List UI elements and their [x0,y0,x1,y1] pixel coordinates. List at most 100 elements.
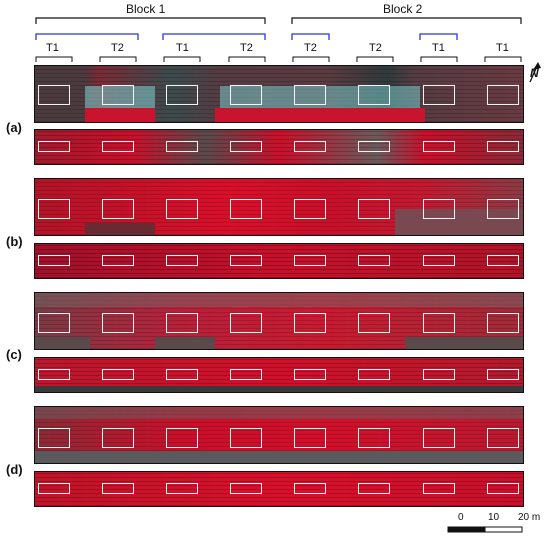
blue-bracket [35,33,139,40]
plot-box [166,199,198,219]
image-strip-b-lower [34,243,524,279]
treatment-bracket [163,56,201,62]
treatment-label: T1 [432,42,445,54]
plot-box [294,85,326,105]
plot-box [166,141,198,152]
plot-box [358,369,390,380]
plot-box [102,313,134,333]
blue-bracket [162,33,266,40]
north-label: N [530,66,539,80]
plot-box [230,313,262,333]
plot-box [38,141,70,152]
plot-box [38,428,70,448]
plot-box [487,313,519,333]
plot-box [166,483,198,494]
plot-box [38,199,70,219]
plot-box [230,428,262,448]
plot-box [230,85,262,105]
plot-box [102,141,134,152]
image-strip-d-upper [34,406,524,464]
plot-box [38,255,70,266]
plot-box [294,313,326,333]
treatment-bracket [356,56,394,62]
treatment-label: T1 [46,42,59,54]
plot-box [487,141,519,152]
treatment-label: T2 [304,42,317,54]
plot-box [102,483,134,494]
plot-box [423,199,455,219]
plot-box [230,483,262,494]
scale-tick-20: 20 m [518,512,541,523]
image-strip-a-lower [34,129,524,165]
image-strip-c-upper [34,292,524,350]
blue-bracket [419,33,458,40]
panel-label-c: (c) [6,347,22,362]
block-2-bracket [291,17,522,24]
block-1-label: Block 1 [126,2,166,16]
panel-label-d: (d) [6,462,23,477]
image-strip-c-lower [34,357,524,393]
plot-box [358,313,390,333]
plot-box [166,369,198,380]
image-strip-d-lower [34,471,524,507]
plot-box [487,483,519,494]
plot-box [358,483,390,494]
plot-box [487,85,519,105]
treatment-label: T1 [176,42,189,54]
treatment-label: T2 [240,42,253,54]
treatment-bracket [35,56,73,62]
plot-box [230,369,262,380]
plot-box [487,428,519,448]
scale-tick-0: 0 [458,512,464,523]
panel-label-b: (b) [6,234,23,249]
plot-box [230,199,262,219]
plot-box [358,85,390,105]
block-2-label: Block 2 [383,2,423,16]
plot-box [102,199,134,219]
plot-box [294,199,326,219]
blue-bracket [291,33,330,40]
plot-box [423,255,455,266]
plot-box [102,428,134,448]
treatment-bracket [99,56,137,62]
plot-box [294,255,326,266]
treatment-label: T2 [111,42,124,54]
treatment-label: T1 [496,42,509,54]
plot-box [294,428,326,448]
plot-box [230,141,262,152]
plot-box [294,483,326,494]
plot-box [358,428,390,448]
plot-box [102,369,134,380]
plot-box [166,85,198,105]
north-arrow-icon [529,62,541,83]
plot-box [294,369,326,380]
treatment-bracket [420,56,458,62]
plot-box [166,255,198,266]
treatment-bracket [228,56,266,62]
plot-box [38,369,70,380]
plot-box [358,255,390,266]
treatment-bracket [484,56,522,62]
plot-box [423,313,455,333]
plot-box [358,199,390,219]
plot-box [423,369,455,380]
plot-box [423,483,455,494]
plot-box [294,141,326,152]
plot-box [487,369,519,380]
panel-label-a: (a) [6,120,22,135]
plot-box [166,428,198,448]
plot-box [38,85,70,105]
plot-box [102,255,134,266]
scale-tick-10: 10 [488,512,500,523]
block-1-bracket [35,17,266,24]
plot-box [487,199,519,219]
treatment-label: T2 [369,42,382,54]
plot-box [166,313,198,333]
plot-box [38,313,70,333]
plot-box [423,85,455,105]
plot-box [423,141,455,152]
plot-box [487,255,519,266]
bracket-layer [35,17,522,62]
plot-box [230,255,262,266]
plot-box [358,141,390,152]
